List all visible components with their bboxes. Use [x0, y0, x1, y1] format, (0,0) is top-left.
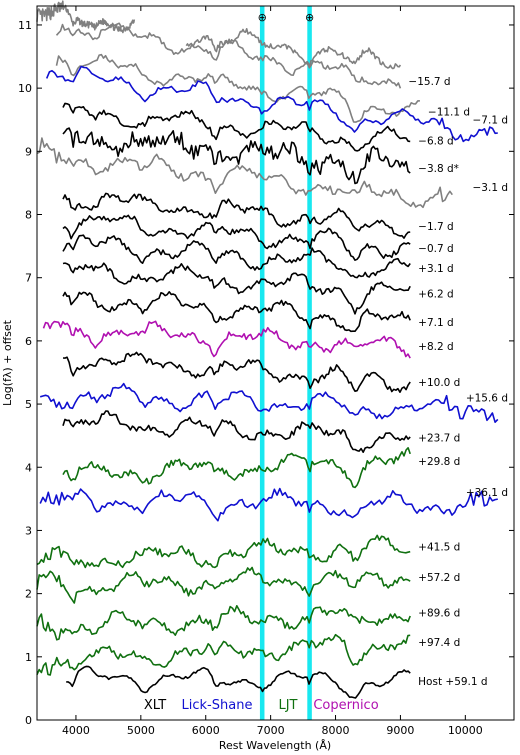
- x-tick-label: 9000: [386, 724, 414, 737]
- spectrum-line: [66, 665, 411, 699]
- instrument-label: XLT: [144, 698, 166, 713]
- y-axis-label: Log(fλ) + offset: [1, 319, 14, 406]
- y-tick-label: 10: [18, 82, 32, 95]
- x-axis-label: Rest Wavelength (Å): [219, 739, 331, 752]
- spectrum-line: [42, 320, 411, 359]
- spectrum-line: [36, 137, 453, 209]
- spectrum-line: [36, 0, 136, 34]
- instrument-label: Copernico: [313, 698, 378, 713]
- x-tick-label: 7000: [257, 724, 285, 737]
- plot-frame: [36, 5, 515, 721]
- epoch-label: +8.2 d: [418, 341, 454, 353]
- spectrum-line: [36, 633, 411, 676]
- spectrum-line: [62, 102, 411, 152]
- telluric-bands: ⊕ ⊕: [258, 6, 314, 720]
- y-tick-label: 4: [25, 461, 32, 474]
- spectrum-line: [55, 22, 402, 89]
- spectrum-line: [62, 234, 411, 279]
- epoch-label: −11.1 d: [428, 107, 470, 119]
- spectrum-line: [62, 290, 411, 333]
- spectra-series: [36, 0, 499, 699]
- x-tick-label: 4000: [62, 724, 90, 737]
- telluric-symbol: ⊕: [258, 11, 267, 24]
- x-tick-label: 10000: [448, 724, 483, 737]
- epoch-label: +6.2 d: [418, 288, 454, 300]
- x-tick-label: 6000: [192, 724, 220, 737]
- y-tick-label: 7: [25, 272, 32, 285]
- telluric-symbol: ⊕: [305, 11, 314, 24]
- spectrum-line: [62, 192, 411, 239]
- y-tick-label: 1: [25, 651, 32, 664]
- telluric-band: [307, 6, 312, 720]
- y-tick-label: 8: [25, 209, 32, 222]
- y-tick-label: 9: [25, 145, 32, 158]
- epoch-label: −3.1 d: [473, 182, 509, 194]
- instrument-label: Lick-Shane: [182, 698, 253, 713]
- epoch-labels: −15.7 d −11.1 d−7.1 d −6.8 d −3.8 d* −3.1 d −…: [408, 76, 508, 688]
- epoch-label: +7.1 d: [418, 317, 454, 329]
- epoch-label: +15.6 d: [466, 392, 508, 404]
- epoch-label: +3.1 d: [418, 263, 454, 275]
- spectrum-line: [55, 53, 420, 123]
- spectrum-line: [62, 214, 411, 262]
- spectrum-line: [62, 127, 411, 185]
- spectrum-line: [62, 446, 411, 489]
- epoch-label: −1.7 d: [418, 221, 454, 233]
- spectrum-line: [45, 65, 498, 143]
- epoch-label: +23.7 d: [418, 433, 460, 445]
- spectrum-line: [36, 604, 411, 641]
- spectrum-line: [62, 410, 411, 454]
- x-tick-label: 5000: [127, 724, 155, 737]
- instrument-legend: XLT Lick-Shane LJT Copernico: [144, 698, 379, 713]
- spectrum-line: [62, 351, 411, 394]
- epoch-label: +29.8 d: [418, 456, 460, 468]
- epoch-label: +97.4 d: [418, 637, 460, 649]
- spectrum-line: [39, 487, 498, 522]
- instrument-label: LJT: [278, 698, 297, 713]
- y-tick-label: 5: [25, 398, 32, 411]
- epoch-label: −15.7 d: [408, 76, 450, 88]
- y-tick-label: 11: [18, 19, 32, 32]
- epoch-label: −3.8 d*: [418, 163, 459, 175]
- spectrum-line: [36, 534, 411, 569]
- y-axis: 0 1 2 3 4 5 6 7 8 9 10 11: [18, 19, 514, 727]
- epoch-label: +41.5 d: [418, 541, 460, 553]
- epoch-label: +89.6 d: [418, 608, 460, 620]
- spectrum-line: [62, 262, 411, 315]
- x-axis: 4000 5000 6000 7000 8000 9000 10000: [62, 6, 483, 737]
- epoch-label: +36.1 d: [466, 487, 508, 499]
- epoch-label: −7.1 d: [473, 114, 509, 126]
- epoch-label: +57.2 d: [418, 572, 460, 584]
- spectrum-line: [185, 27, 402, 70]
- y-tick-label: 0: [25, 714, 32, 727]
- epoch-label: −0.7 d: [418, 243, 454, 255]
- x-tick-label: 8000: [322, 724, 350, 737]
- y-tick-label: 6: [25, 335, 32, 348]
- y-tick-label: 3: [25, 524, 32, 537]
- y-tick-label: 2: [25, 588, 32, 601]
- epoch-label: +10.0 d: [418, 377, 460, 389]
- epoch-label: Host +59.1 d: [418, 676, 487, 688]
- spectrum-line: [39, 382, 499, 424]
- telluric-band: [259, 6, 265, 720]
- epoch-label: −6.8 d: [418, 136, 454, 148]
- spectrum-line: [36, 566, 411, 604]
